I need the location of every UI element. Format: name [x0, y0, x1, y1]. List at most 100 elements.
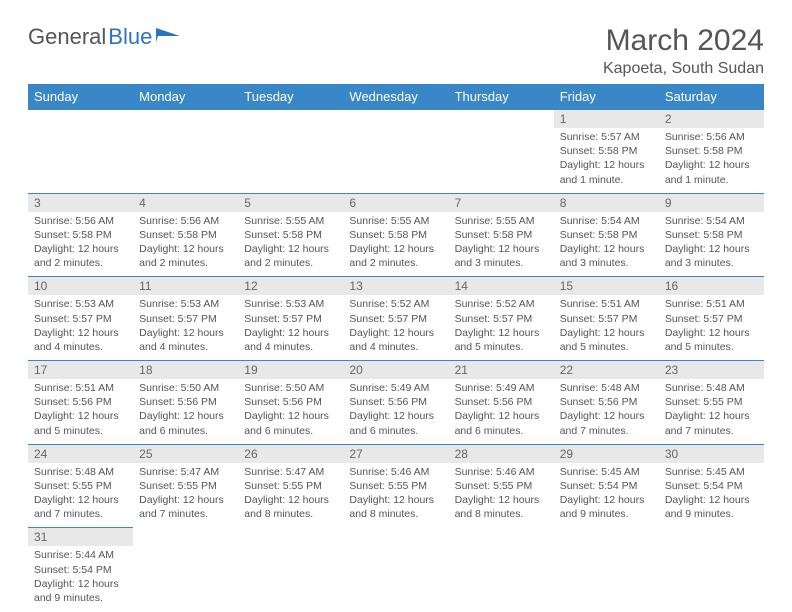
sunset-line: Sunset: 5:55 PM: [665, 395, 758, 409]
sunrise-line: Sunrise: 5:52 AM: [349, 297, 442, 311]
logo-text-1: General: [28, 24, 106, 50]
day-number-cell: 12: [238, 277, 343, 296]
sunrise-line: Sunrise: 5:51 AM: [665, 297, 758, 311]
day-number-cell: 3: [28, 193, 133, 212]
sunset-line: Sunset: 5:58 PM: [665, 228, 758, 242]
logo: GeneralBlue: [28, 24, 182, 50]
sunset-line: Sunset: 5:55 PM: [34, 479, 127, 493]
day-content-cell: [133, 128, 238, 193]
day-number-cell: [554, 528, 659, 547]
day-content-cell: Sunrise: 5:51 AMSunset: 5:57 PMDaylight:…: [659, 295, 764, 360]
day-number-cell: 18: [133, 361, 238, 380]
day-content-cell: Sunrise: 5:45 AMSunset: 5:54 PMDaylight:…: [554, 463, 659, 528]
sunrise-line: Sunrise: 5:56 AM: [34, 214, 127, 228]
day-content-cell: [28, 128, 133, 193]
day-content-cell: [659, 546, 764, 611]
title-block: March 2024 Kapoeta, South Sudan: [603, 24, 764, 78]
sunset-line: Sunset: 5:57 PM: [34, 312, 127, 326]
day-content-cell: Sunrise: 5:52 AMSunset: 5:57 PMDaylight:…: [343, 295, 448, 360]
sunset-line: Sunset: 5:56 PM: [455, 395, 548, 409]
sunset-line: Sunset: 5:55 PM: [455, 479, 548, 493]
weekday-header: Monday: [133, 84, 238, 110]
day-number-cell: 15: [554, 277, 659, 296]
day-content-cell: Sunrise: 5:47 AMSunset: 5:55 PMDaylight:…: [238, 463, 343, 528]
day-content-cell: Sunrise: 5:55 AMSunset: 5:58 PMDaylight:…: [449, 212, 554, 277]
day-content-cell: Sunrise: 5:48 AMSunset: 5:55 PMDaylight:…: [28, 463, 133, 528]
logo-text-2: Blue: [108, 24, 152, 50]
day-number-cell: 23: [659, 361, 764, 380]
daylight-line: Daylight: 12 hours and 1 minute.: [560, 158, 653, 186]
calendar-table: Sunday Monday Tuesday Wednesday Thursday…: [28, 84, 764, 611]
month-title: March 2024: [603, 24, 764, 58]
weekday-header-row: Sunday Monday Tuesday Wednesday Thursday…: [28, 84, 764, 110]
sunrise-line: Sunrise: 5:55 AM: [455, 214, 548, 228]
day-content-cell: Sunrise: 5:52 AMSunset: 5:57 PMDaylight:…: [449, 295, 554, 360]
daylight-line: Daylight: 12 hours and 8 minutes.: [455, 493, 548, 521]
day-number-row: 3456789: [28, 193, 764, 212]
day-content-cell: Sunrise: 5:46 AMSunset: 5:55 PMDaylight:…: [343, 463, 448, 528]
day-content-cell: Sunrise: 5:55 AMSunset: 5:58 PMDaylight:…: [238, 212, 343, 277]
sunset-line: Sunset: 5:57 PM: [665, 312, 758, 326]
day-number-cell: 13: [343, 277, 448, 296]
sunset-line: Sunset: 5:57 PM: [455, 312, 548, 326]
day-content-cell: Sunrise: 5:54 AMSunset: 5:58 PMDaylight:…: [659, 212, 764, 277]
sunrise-line: Sunrise: 5:49 AM: [455, 381, 548, 395]
day-content-cell: Sunrise: 5:51 AMSunset: 5:57 PMDaylight:…: [554, 295, 659, 360]
sunrise-line: Sunrise: 5:54 AM: [665, 214, 758, 228]
sunrise-line: Sunrise: 5:55 AM: [244, 214, 337, 228]
day-number-cell: 30: [659, 444, 764, 463]
sunset-line: Sunset: 5:54 PM: [665, 479, 758, 493]
sunrise-line: Sunrise: 5:48 AM: [560, 381, 653, 395]
day-content-cell: Sunrise: 5:49 AMSunset: 5:56 PMDaylight:…: [343, 379, 448, 444]
daylight-line: Daylight: 12 hours and 6 minutes.: [244, 409, 337, 437]
sunset-line: Sunset: 5:58 PM: [455, 228, 548, 242]
daylight-line: Daylight: 12 hours and 8 minutes.: [349, 493, 442, 521]
day-number-cell: 17: [28, 361, 133, 380]
day-content-cell: [554, 546, 659, 611]
sunset-line: Sunset: 5:56 PM: [139, 395, 232, 409]
location: Kapoeta, South Sudan: [603, 60, 764, 78]
sunrise-line: Sunrise: 5:45 AM: [665, 465, 758, 479]
weekday-header: Thursday: [449, 84, 554, 110]
day-number-cell: 7: [449, 193, 554, 212]
sunset-line: Sunset: 5:58 PM: [560, 228, 653, 242]
daylight-line: Daylight: 12 hours and 9 minutes.: [665, 493, 758, 521]
day-content-row: Sunrise: 5:57 AM Sunset: 5:58 PM Daylight:…: [28, 128, 764, 193]
day-content-cell: Sunrise: 5:49 AMSunset: 5:56 PMDaylight:…: [449, 379, 554, 444]
day-content-cell: Sunrise: 5:56 AMSunset: 5:58 PMDaylight:…: [28, 212, 133, 277]
day-number-row: 31: [28, 528, 764, 547]
day-number-cell: 31: [28, 528, 133, 547]
calendar-body: 12Sunrise: 5:57 AMSunset: 5:58 PMDayligh…: [28, 110, 764, 612]
weekday-header: Wednesday: [343, 84, 448, 110]
day-number-cell: [133, 110, 238, 129]
day-content-cell: Sunrise: 5:56 AMSunset: 5:58 PMDaylight:…: [659, 128, 764, 193]
sunrise-line: Sunrise: 5:54 AM: [560, 214, 653, 228]
sunrise-line: Sunrise: 5:50 AM: [244, 381, 337, 395]
sunset-line: Sunset: 5:58 PM: [34, 228, 127, 242]
sunrise-line: Sunrise: 5:51 AM: [34, 381, 127, 395]
day-number-cell: 19: [238, 361, 343, 380]
day-number-cell: [238, 110, 343, 129]
day-content-cell: [238, 546, 343, 611]
day-content-cell: [133, 546, 238, 611]
day-content-row: Sunrise: 5:56 AMSunset: 5:58 PMDaylight:…: [28, 212, 764, 277]
header: GeneralBlue March 2024 Kapoeta, South Su…: [28, 24, 764, 78]
daylight-line: Daylight: 12 hours and 3 minutes.: [455, 242, 548, 270]
daylight-line: Daylight: 12 hours and 5 minutes.: [455, 326, 548, 354]
sunset-line: Sunset: 5:57 PM: [139, 312, 232, 326]
sunset-line: Sunset: 5:58 PM: [244, 228, 337, 242]
daylight-line: Daylight: 12 hours and 5 minutes.: [34, 409, 127, 437]
sunrise-line: Sunrise: 5:50 AM: [139, 381, 232, 395]
sunset-line: Sunset: 5:58 PM: [665, 144, 758, 158]
day-number-row: 17181920212223: [28, 361, 764, 380]
daylight-line: Daylight: 12 hours and 5 minutes.: [665, 326, 758, 354]
daylight-line: Daylight: 12 hours and 3 minutes.: [665, 242, 758, 270]
sunset-line: Sunset: 5:56 PM: [244, 395, 337, 409]
daylight-line: Daylight: 12 hours and 8 minutes.: [244, 493, 337, 521]
sunrise-line: Sunrise: 5:55 AM: [349, 214, 442, 228]
daylight-line: Daylight: 12 hours and 6 minutes.: [139, 409, 232, 437]
sunrise-line: Sunrise: 5:57 AM: [560, 130, 653, 144]
sunrise-line: Sunrise: 5:46 AM: [455, 465, 548, 479]
day-number-cell: 29: [554, 444, 659, 463]
day-number-cell: [133, 528, 238, 547]
